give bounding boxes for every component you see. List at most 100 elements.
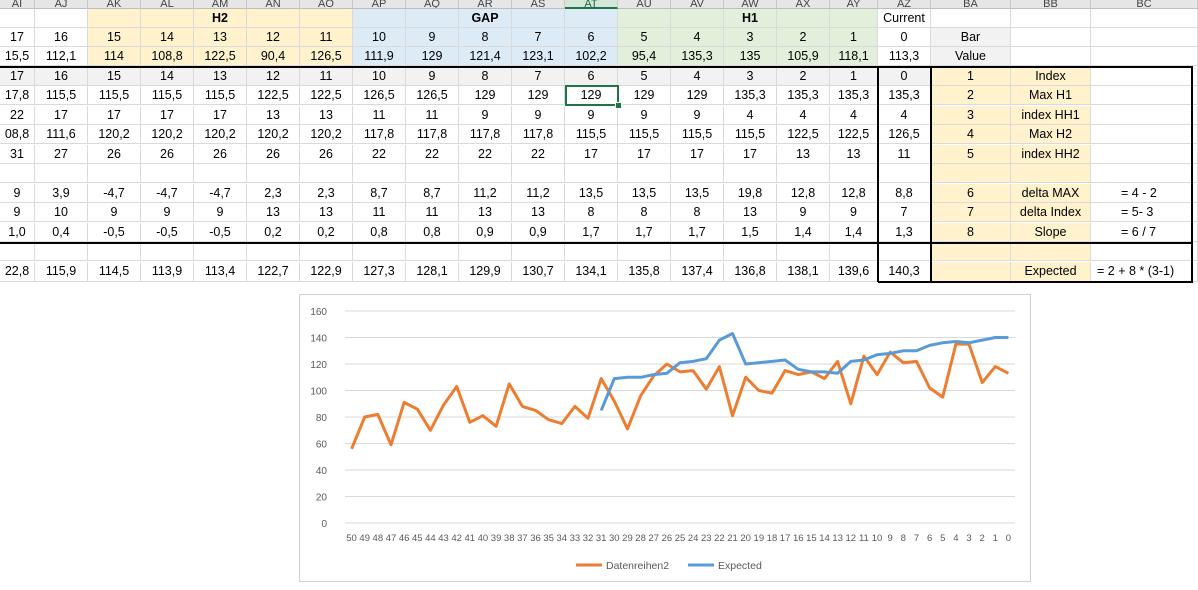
empty-cell[interactable] (0, 242, 35, 261)
expected-cell[interactable]: 122,7 (247, 262, 300, 282)
empty-cell[interactable] (565, 242, 618, 261)
side-cell[interactable] (1091, 28, 1198, 47)
cell[interactable] (618, 9, 671, 28)
slope-cell[interactable]: 1,4 (777, 223, 830, 242)
slope-cell[interactable]: 0,8 (353, 223, 406, 242)
slope-cell[interactable]: 0,4 (35, 223, 88, 242)
legend-label[interactable]: delta MAX (1011, 184, 1091, 203)
empty-cell[interactable] (512, 242, 565, 261)
group-label-h2[interactable]: H2 (194, 9, 247, 28)
expected-cell[interactable]: 135,8 (618, 262, 671, 282)
index-cell[interactable]: 17 (0, 67, 35, 86)
bar-value-cell[interactable]: 113,3 (878, 47, 931, 66)
index-hh2-cell[interactable]: 17 (565, 145, 618, 164)
side-cell[interactable] (1011, 242, 1091, 261)
delta-index-cell[interactable]: 9 (777, 203, 830, 222)
expected-cell[interactable]: 114,5 (88, 262, 141, 282)
max-h2-cell[interactable]: 115,5 (724, 125, 777, 144)
expected-cell[interactable]: 130,7 (512, 262, 565, 282)
max-h2-cell[interactable]: 120,2 (247, 125, 300, 144)
index-hh2-cell[interactable]: 27 (35, 145, 88, 164)
max-h2-cell[interactable]: 117,8 (353, 125, 406, 144)
column-header-ao[interactable]: AO (300, 0, 353, 9)
delta-index-cell[interactable]: 9 (141, 203, 194, 222)
index-hh2-cell[interactable]: 17 (671, 145, 724, 164)
cell[interactable] (777, 9, 830, 28)
side-cell[interactable] (1011, 28, 1091, 47)
cell[interactable] (353, 9, 406, 28)
column-header-aw[interactable]: AW (724, 0, 777, 9)
delta-max-cell[interactable]: 13,5 (565, 184, 618, 203)
slope-cell[interactable]: 1,3 (878, 223, 931, 242)
legend-number[interactable]: 1 (931, 67, 1011, 86)
delta-index-cell[interactable]: 9 (194, 203, 247, 222)
delta-index-cell[interactable]: 13 (247, 203, 300, 222)
bar-value-cell[interactable]: 90,4 (247, 47, 300, 66)
empty-cell[interactable] (724, 164, 777, 183)
max-h1-cell[interactable]: 122,5 (247, 86, 300, 105)
index-hh1-cell[interactable]: 17 (88, 106, 141, 125)
legend-label[interactable]: Index (1011, 67, 1091, 86)
delta-index-cell[interactable]: 10 (35, 203, 88, 222)
delta-index-cell[interactable]: 9 (830, 203, 878, 222)
column-header-aq[interactable]: AQ (406, 0, 459, 9)
legend-number[interactable]: 3 (931, 106, 1011, 125)
empty-cell[interactable] (353, 242, 406, 261)
column-header-at[interactable]: AT (565, 0, 618, 9)
legend-label[interactable]: Expected (1011, 262, 1091, 282)
column-header-ar[interactable]: AR (459, 0, 512, 9)
slope-cell[interactable]: -0,5 (194, 223, 247, 242)
bar-value-cell[interactable]: 105,9 (777, 47, 830, 66)
max-h2-cell[interactable]: 120,2 (194, 125, 247, 144)
index-cell[interactable]: 6 (565, 67, 618, 86)
slope-cell[interactable]: -0,5 (141, 223, 194, 242)
index-cell[interactable]: 2 (777, 67, 830, 86)
side-cell[interactable] (1011, 47, 1091, 66)
expected-cell[interactable]: 113,9 (141, 262, 194, 282)
bar-value-cell[interactable]: 135 (724, 47, 777, 66)
max-h2-cell[interactable]: 117,8 (512, 125, 565, 144)
empty-cell[interactable] (0, 164, 35, 183)
bar-value-cell[interactable]: 95,4 (618, 47, 671, 66)
column-header-bc[interactable]: BC (1091, 0, 1198, 9)
fill-handle[interactable] (615, 102, 622, 109)
bar-value-cell[interactable]: 114 (88, 47, 141, 66)
index-hh1-cell[interactable]: 17 (35, 106, 88, 125)
delta-max-cell[interactable]: 2,3 (300, 184, 353, 203)
empty-cell[interactable] (878, 242, 931, 261)
expected-cell[interactable]: 138,1 (777, 262, 830, 282)
group-label-h1[interactable]: H1 (724, 9, 777, 28)
bar-value-cell[interactable]: 123,1 (512, 47, 565, 66)
cell[interactable] (300, 9, 353, 28)
bar-index-cell[interactable]: 1 (830, 28, 878, 47)
delta-index-cell[interactable]: 8 (671, 203, 724, 222)
bar-index-cell[interactable]: 17 (0, 28, 35, 47)
column-header-ak[interactable]: AK (88, 0, 141, 9)
delta-max-cell[interactable]: -4,7 (141, 184, 194, 203)
slope-cell[interactable]: 1,7 (671, 223, 724, 242)
index-hh2-cell[interactable]: 22 (459, 145, 512, 164)
index-cell[interactable]: 12 (247, 67, 300, 86)
side-cell[interactable] (1011, 164, 1091, 183)
index-hh1-cell[interactable]: 9 (459, 106, 512, 125)
expected-cell[interactable]: 128,1 (406, 262, 459, 282)
delta-index-cell[interactable]: 11 (406, 203, 459, 222)
max-h1-cell[interactable]: 129 (671, 86, 724, 105)
legend-number[interactable]: 2 (931, 86, 1011, 105)
empty-cell[interactable] (141, 164, 194, 183)
index-hh1-cell[interactable]: 17 (194, 106, 247, 125)
cell[interactable] (406, 9, 459, 28)
legend-label[interactable]: index HH2 (1011, 145, 1091, 164)
delta-index-cell[interactable]: 13 (512, 203, 565, 222)
slope-cell[interactable]: 0,2 (300, 223, 353, 242)
bar-value-cell[interactable]: 15,5 (0, 47, 35, 66)
bar-value-cell[interactable]: 126,5 (300, 47, 353, 66)
column-header-am[interactable]: AM (194, 0, 247, 9)
index-hh2-cell[interactable]: 26 (247, 145, 300, 164)
slope-cell[interactable]: 1,7 (618, 223, 671, 242)
bar-header-bottom[interactable]: Value (931, 47, 1011, 66)
delta-max-cell[interactable]: 19,8 (724, 184, 777, 203)
delta-max-cell[interactable]: 11,2 (512, 184, 565, 203)
delta-max-cell[interactable]: -4,7 (88, 184, 141, 203)
index-cell[interactable]: 16 (35, 67, 88, 86)
